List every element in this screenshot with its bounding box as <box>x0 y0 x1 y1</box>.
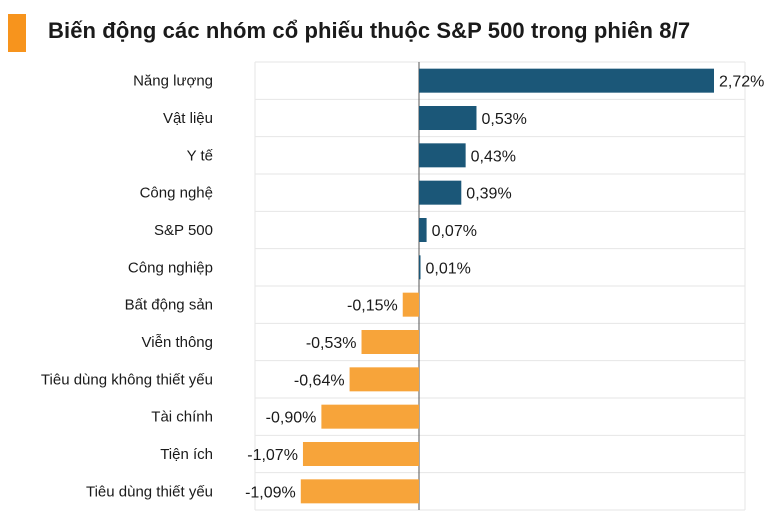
value-label: -0,53% <box>306 335 357 352</box>
category-label: Tiêu dùng không thiết yếu <box>41 371 213 388</box>
value-label: 0,39% <box>466 186 511 203</box>
value-label: -1,09% <box>245 484 296 501</box>
value-label: -0,15% <box>347 298 398 315</box>
bar <box>321 404 419 429</box>
bar <box>419 255 421 280</box>
category-label: Công nghệ <box>140 185 213 202</box>
value-label: 0,01% <box>426 260 471 277</box>
bar <box>419 143 466 168</box>
category-label: Vật liệu <box>163 110 213 127</box>
category-label: Năng lượng <box>133 73 213 90</box>
bar <box>349 367 419 392</box>
category-label: Y tế <box>187 147 214 164</box>
bar <box>419 218 427 242</box>
bar <box>419 106 477 130</box>
bar <box>361 330 419 354</box>
value-label: 0,53% <box>481 111 526 128</box>
value-label: -0,90% <box>266 410 317 427</box>
bar <box>419 180 462 205</box>
category-label: Tiêu dùng thiết yếu <box>86 483 213 500</box>
category-label: Bất động sản <box>125 297 213 314</box>
bar <box>302 442 419 466</box>
category-label: S&P 500 <box>154 222 213 239</box>
value-label: -1,07% <box>247 447 298 464</box>
chart-title: Biến động các nhóm cổ phiếu thuộc S&P 50… <box>48 18 691 43</box>
bar <box>300 479 419 504</box>
value-label: 0,07% <box>432 223 477 240</box>
bar <box>419 68 714 93</box>
value-label: 2,72% <box>719 74 764 91</box>
category-label: Tiện ích <box>160 446 213 463</box>
category-label: Tài chính <box>151 409 213 426</box>
bar <box>402 292 419 317</box>
value-label: -0,64% <box>294 372 345 389</box>
category-label: Công nghiệp <box>128 259 213 276</box>
title-accent-bar <box>8 14 26 52</box>
category-label: Viễn thông <box>142 334 213 351</box>
value-label: 0,43% <box>471 148 516 165</box>
